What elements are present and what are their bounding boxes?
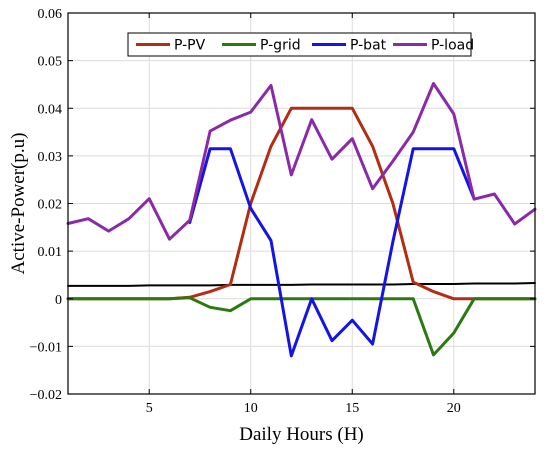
x-tick-label: 5	[146, 401, 153, 416]
y-axis-label: Active-Power(p.u)	[8, 133, 29, 275]
series-line-p-load	[66, 82, 537, 241]
y-tick-label: 0.06	[38, 7, 63, 22]
x-tick-label: 20	[447, 401, 461, 416]
x-tick-label: 10	[244, 401, 258, 416]
legend-label: P-grid	[260, 38, 301, 54]
series-lines	[66, 82, 537, 358]
y-tick-label: −0.02	[30, 388, 62, 403]
series-line-baseline	[67, 282, 536, 287]
x-axis-label: Daily Hours (H)	[239, 424, 364, 445]
y-tick-label: 0.05	[38, 55, 63, 70]
series-line-p-bat	[188, 147, 476, 358]
y-tick-label: 0.03	[38, 150, 63, 165]
y-tick-label: 0.04	[38, 102, 63, 117]
legend-label: P-load	[431, 38, 474, 54]
legend-box	[127, 32, 472, 57]
x-tick-label: 15	[345, 401, 359, 416]
legend: P-PV P-grid P-bat P-load	[127, 32, 474, 57]
series-line-p-grid	[66, 296, 537, 357]
y-tick-label: 0.01	[38, 245, 63, 260]
axis-ticks: 5 10 15 20 −0.02 −0.01 0 0.01 0.02 0.03 0.04 0.05 0.…	[30, 7, 535, 416]
legend-label: P-PV	[174, 38, 206, 54]
grid	[68, 12, 535, 395]
legend-label: P-bat	[350, 38, 387, 54]
y-tick-label: 0	[55, 293, 62, 308]
y-tick-label: −0.01	[30, 340, 62, 355]
y-tick-label: 0.02	[38, 198, 63, 213]
